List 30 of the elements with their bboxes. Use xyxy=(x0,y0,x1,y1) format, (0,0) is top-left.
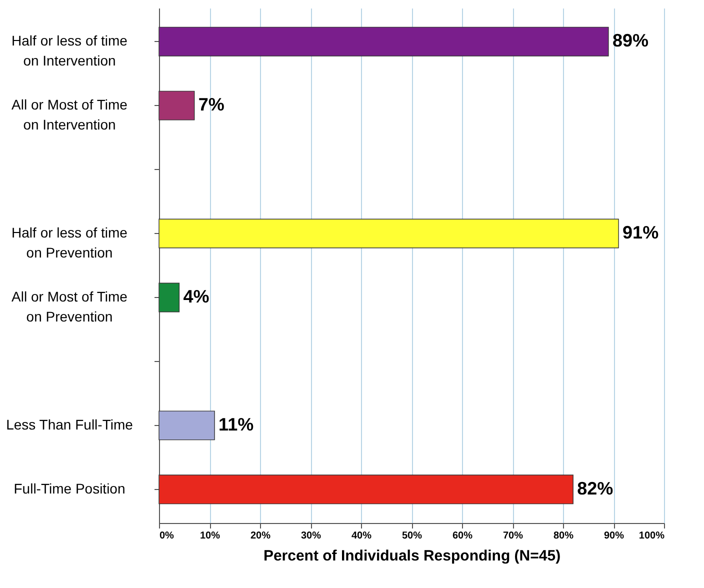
x-tick-label: 10% xyxy=(200,530,220,542)
x-tick-label: 40% xyxy=(351,530,372,542)
bar xyxy=(158,26,609,56)
x-tick-label: 90% xyxy=(604,530,624,542)
x-tick-label: 100% xyxy=(638,530,665,542)
x-tick-label: 80% xyxy=(553,530,574,542)
data-label: 4% xyxy=(183,286,210,306)
x-tick-label: 30% xyxy=(300,530,322,542)
data-label: 11% xyxy=(218,414,254,434)
y-tick-label: All or Most of Time on Prevention xyxy=(12,288,128,324)
x-tick-label: 0% xyxy=(160,530,174,542)
data-label: 89% xyxy=(612,30,648,51)
y-tick-label: Half or less of time on Intervention xyxy=(12,32,128,69)
x-tick-label: 60% xyxy=(452,530,473,542)
bar xyxy=(158,218,619,248)
y-tick-label: Half or less of time on Prevention xyxy=(12,224,128,261)
data-label: 91% xyxy=(622,222,659,243)
bar xyxy=(158,474,574,504)
y-tick-label: Full-Time Position xyxy=(14,480,126,496)
data-label: 82% xyxy=(577,478,614,498)
data-label: 7% xyxy=(198,94,224,115)
y-tick-label: All or Most of Time on Intervention xyxy=(12,96,128,133)
x-tick-label: 70% xyxy=(502,530,524,542)
bar xyxy=(158,282,180,312)
x-tick-label: 50% xyxy=(402,530,422,542)
bar xyxy=(158,90,195,120)
y-tick-label: Less Than Full-Time xyxy=(6,416,134,432)
bar xyxy=(158,410,215,440)
x-axis-title: Percent of Individuals Responding (N=45) xyxy=(263,548,561,564)
x-tick-label: 20% xyxy=(250,530,271,542)
